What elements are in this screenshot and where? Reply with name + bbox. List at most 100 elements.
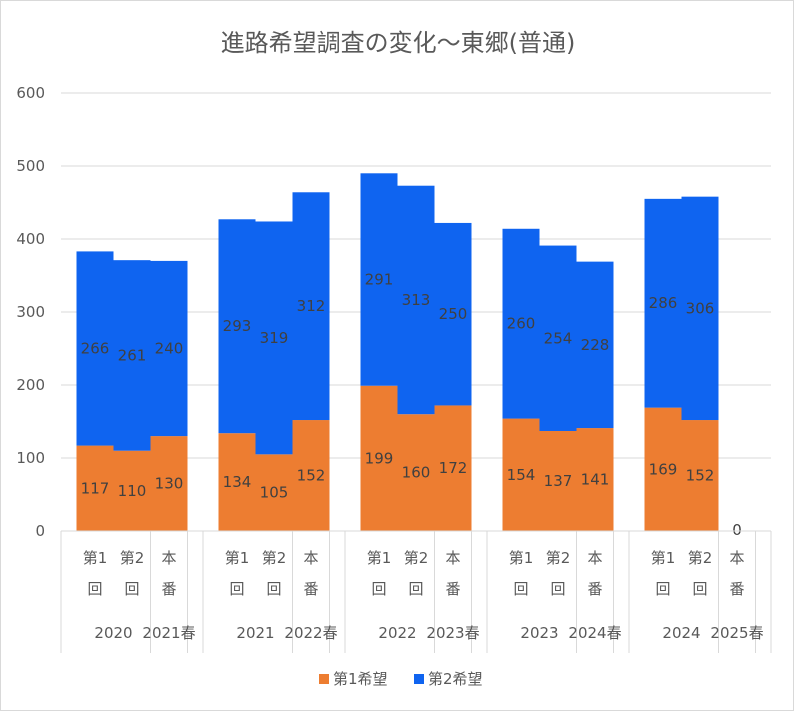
x-tick-label: 第1	[509, 549, 534, 567]
bar-second-choice	[502, 228, 540, 419]
y-tick-label: 300	[16, 303, 45, 321]
x-tick-label: 第1	[651, 549, 676, 567]
x-tick-label: 番	[303, 580, 318, 598]
x-tick-label: 本	[587, 549, 602, 567]
bar-second-choice	[150, 260, 188, 437]
bars	[76, 173, 719, 531]
data-label-second-choice: 291	[365, 271, 394, 289]
data-label-second-choice: 293	[223, 317, 252, 335]
bar-first-choice	[397, 414, 435, 531]
x-tick-label: 番	[729, 580, 744, 598]
y-tick-label: 600	[16, 84, 45, 102]
y-tick-label: 500	[16, 157, 45, 175]
y-tick-label: 200	[16, 376, 45, 394]
legend-label: 第2希望	[428, 670, 483, 688]
group-spring-label: 2024春	[568, 624, 621, 642]
bar-first-choice	[76, 445, 114, 531]
x-tick-label: 第2	[688, 549, 713, 567]
bar-second-choice	[360, 173, 398, 386]
x-tick-label: 第2	[262, 549, 287, 567]
group-year-label: 2024	[662, 624, 700, 642]
x-axis: 第1回第2回本番第1回第2回本番第1回第2回本番第1回第2回本番第1回第2回本番…	[60, 530, 772, 653]
data-label-first-choice: 117	[81, 479, 110, 497]
data-label-second-choice: 250	[439, 305, 468, 323]
data-label-second-choice: 266	[81, 340, 110, 358]
x-tick-label: 番	[587, 580, 602, 598]
bar-first-choice	[150, 436, 188, 531]
bar-second-choice	[434, 222, 472, 406]
data-label-second-choice: 260	[507, 315, 536, 333]
bar-first-choice	[113, 450, 151, 531]
x-tick-label: 番	[161, 580, 176, 598]
x-tick-label: 回	[655, 580, 670, 598]
x-tick-label: 回	[692, 580, 707, 598]
x-tick-label: 回	[408, 580, 423, 598]
data-label-first-choice: 169	[649, 460, 678, 478]
data-label-second-choice: 312	[297, 297, 326, 315]
x-tick-label: 番	[445, 580, 460, 598]
data-label-first-choice: 134	[223, 473, 252, 491]
data-label-first-choice: 105	[260, 484, 289, 502]
bar-first-choice	[255, 454, 293, 531]
legend-label: 第1希望	[333, 670, 388, 688]
chart-title: 進路希望調査の変化～東郷(普通)	[221, 29, 576, 57]
x-tick-label: 回	[266, 580, 281, 598]
group-year-label: 2020	[94, 624, 132, 642]
bar-first-choice	[681, 420, 719, 531]
x-tick-label: 本	[161, 549, 176, 567]
legend-swatch	[319, 674, 329, 684]
data-label-first-choice: 130	[155, 475, 184, 493]
bar-second-choice	[292, 192, 330, 421]
data-label-first-choice: 199	[365, 449, 394, 467]
data-label-second-choice: 240	[155, 340, 184, 358]
x-tick-label: 回	[371, 580, 386, 598]
group-spring-label: 2023春	[426, 624, 479, 642]
data-labels: 117 266 110 261 130 240 134 293 105 319 152 312 199 2…	[81, 271, 742, 539]
y-tick-label: 100	[16, 449, 45, 467]
data-label-second-choice: 254	[544, 329, 573, 347]
bar-second-choice	[113, 260, 151, 451]
x-tick-label: 回	[87, 580, 102, 598]
bar-second-choice	[255, 221, 293, 455]
data-label-zero: 0	[732, 521, 742, 539]
data-label-second-choice: 313	[402, 291, 431, 309]
x-tick-label: 第2	[546, 549, 571, 567]
group-spring-label: 2021春	[142, 624, 195, 642]
data-label-first-choice: 154	[507, 466, 536, 484]
group-year-label: 2023	[520, 624, 558, 642]
bar-first-choice	[644, 407, 682, 531]
x-tick-label: 本	[729, 549, 744, 567]
bar-second-choice	[218, 219, 256, 434]
group-year-label: 2021	[236, 624, 274, 642]
x-tick-label: 第1	[83, 549, 108, 567]
group-spring-label: 2025春	[710, 624, 763, 642]
y-tick-label: 400	[16, 230, 45, 248]
data-label-first-choice: 137	[544, 472, 573, 490]
x-tick-label: 第1	[225, 549, 250, 567]
data-label-second-choice: 286	[649, 294, 678, 312]
data-label-first-choice: 172	[439, 459, 468, 477]
data-label-second-choice: 319	[260, 329, 289, 347]
group-year-label: 2022	[378, 624, 416, 642]
data-label-first-choice: 160	[402, 464, 431, 482]
data-label-first-choice: 152	[686, 467, 715, 485]
legend-swatch	[414, 674, 424, 684]
data-label-first-choice: 141	[581, 471, 610, 489]
bar-second-choice	[397, 185, 435, 415]
data-label-first-choice: 152	[297, 467, 326, 485]
bar-second-choice	[76, 251, 114, 446]
bar-first-choice	[360, 385, 398, 531]
bar-first-choice	[539, 430, 577, 531]
x-tick-label: 第1	[367, 549, 392, 567]
bar-first-choice	[292, 420, 330, 531]
bar-second-choice	[576, 261, 614, 429]
x-tick-label: 第2	[120, 549, 145, 567]
x-tick-label: 第2	[404, 549, 429, 567]
bar-first-choice	[218, 433, 256, 531]
y-tick-label: 0	[35, 522, 45, 540]
bar-second-choice	[644, 198, 682, 408]
x-tick-label: 回	[124, 580, 139, 598]
x-tick-label: 回	[229, 580, 244, 598]
